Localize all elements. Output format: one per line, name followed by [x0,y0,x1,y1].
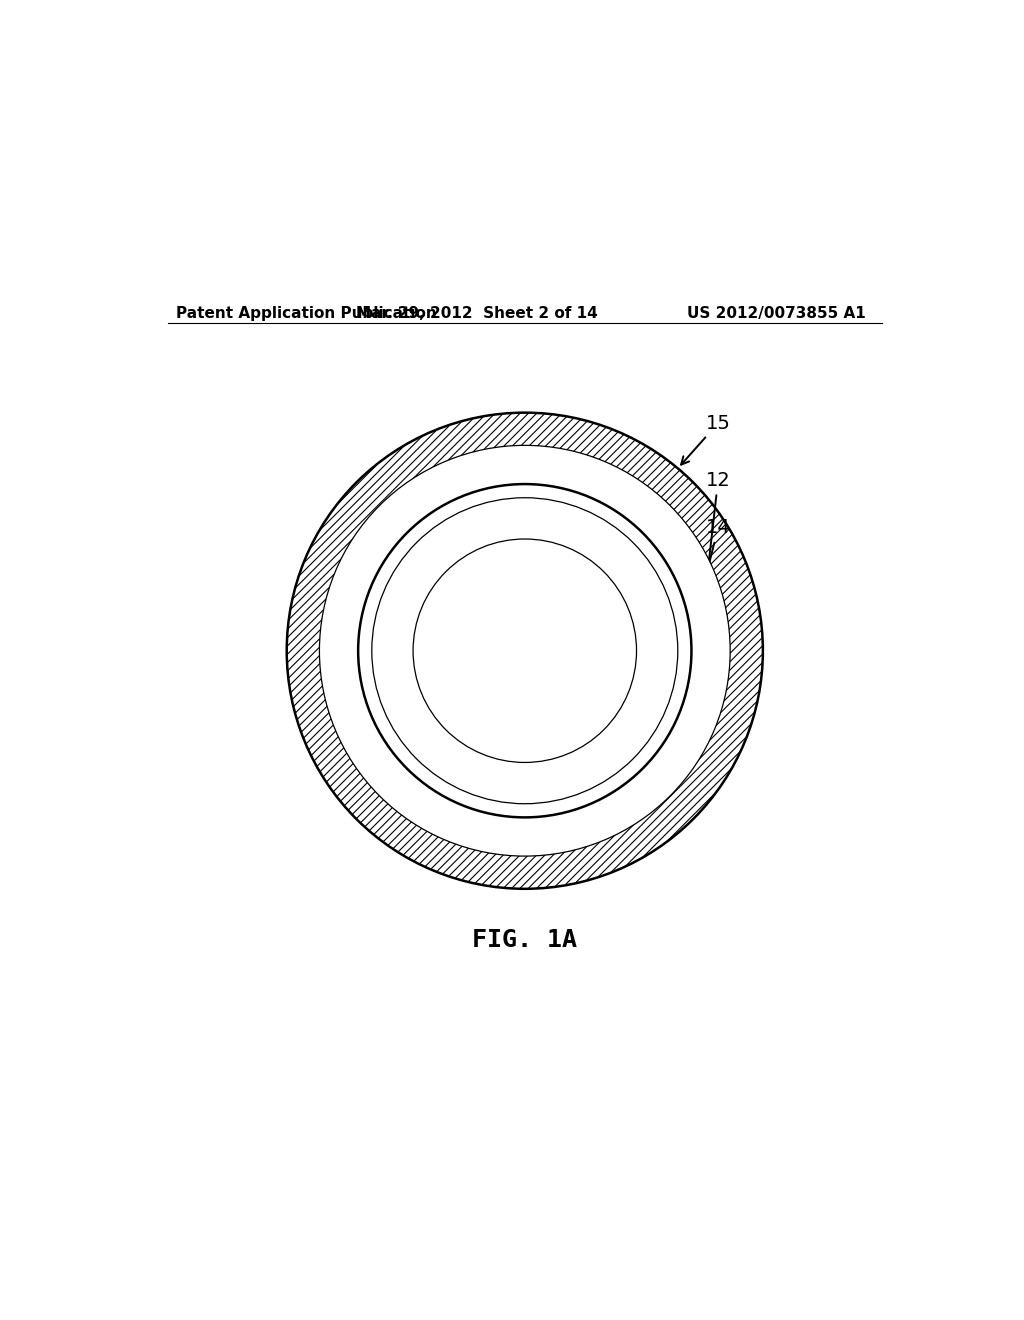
Text: US 2012/0073855 A1: US 2012/0073855 A1 [687,306,866,321]
Text: 12: 12 [701,471,730,598]
Circle shape [373,499,677,803]
Circle shape [358,484,691,817]
Text: 14: 14 [690,519,730,631]
Text: 18: 18 [652,614,730,692]
Circle shape [321,446,729,855]
Circle shape [414,540,636,762]
Circle shape [321,446,729,855]
Text: Mar. 29, 2012  Sheet 2 of 14: Mar. 29, 2012 Sheet 2 of 14 [356,306,598,321]
Circle shape [373,499,677,803]
Text: FIG. 1A: FIG. 1A [472,928,578,953]
Text: 15: 15 [681,413,730,465]
Circle shape [414,540,636,762]
Circle shape [287,413,763,888]
Text: Patent Application Publication: Patent Application Publication [176,306,436,321]
